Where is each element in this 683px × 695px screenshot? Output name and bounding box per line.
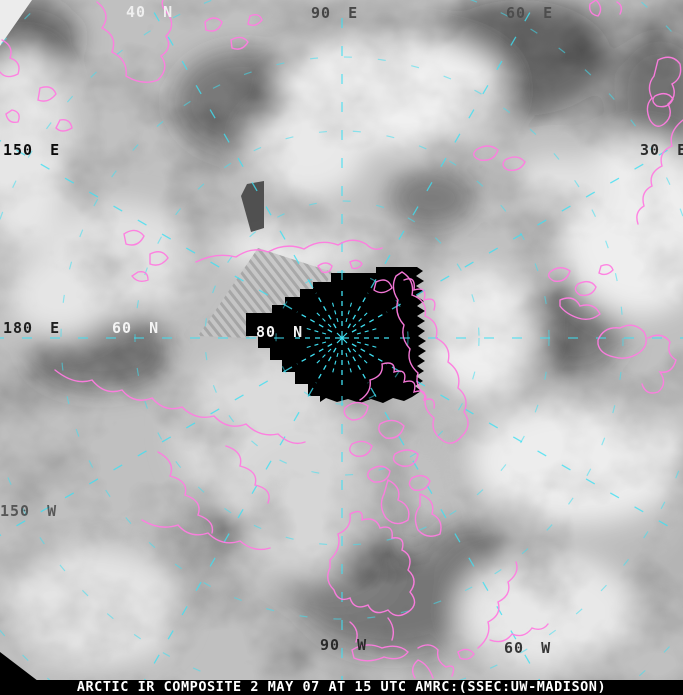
grid-label-60e: 60 E (506, 4, 554, 22)
coastline-severnaya-north-coast (123, 229, 383, 283)
grid-label-150w: 150 W (0, 502, 58, 520)
grid-label-40n: 40 N (126, 3, 174, 21)
corner-cut-top-left (0, 0, 32, 46)
caption-text: ARCTIC IR COMPOSITE 2 MAY 07 AT 15 UTC A… (76, 679, 607, 695)
pole-asterisk-icon (335, 331, 349, 345)
coastline-layer (0, 0, 683, 679)
coastline-siberia-alaska (54, 369, 306, 551)
grid-label-60w: 60 W (504, 639, 552, 657)
coastline-canadian-archipelago (343, 278, 436, 491)
grid-label-80n: 80 N (256, 323, 304, 341)
pole-marker (290, 286, 394, 390)
coastline-atlantic-europe (473, 0, 683, 394)
satellite-imagery (0, 0, 683, 680)
artifact-triangle (241, 181, 264, 232)
grid-label-180e: 180 E (3, 319, 61, 337)
caption-bar: ARCTIC IR COMPOSITE 2 MAY 07 AT 15 UTC A… (0, 680, 683, 695)
graticule-layer (0, 0, 683, 680)
grid-label-30e: 30 E (640, 141, 683, 159)
grid-label-150e: 150 E (3, 141, 61, 159)
grid-label-90e: 90 E (311, 4, 359, 22)
coastline-top-left-islands (0, 0, 263, 132)
coastline-hudson-lakes-labrador (327, 478, 549, 679)
grid-label-90w: 90 W (320, 636, 368, 654)
corner-cut-bottom-left (0, 652, 37, 680)
coastline-greenland (392, 271, 469, 444)
data-void (246, 267, 426, 403)
grid-label-60n: 60 N (112, 319, 160, 337)
